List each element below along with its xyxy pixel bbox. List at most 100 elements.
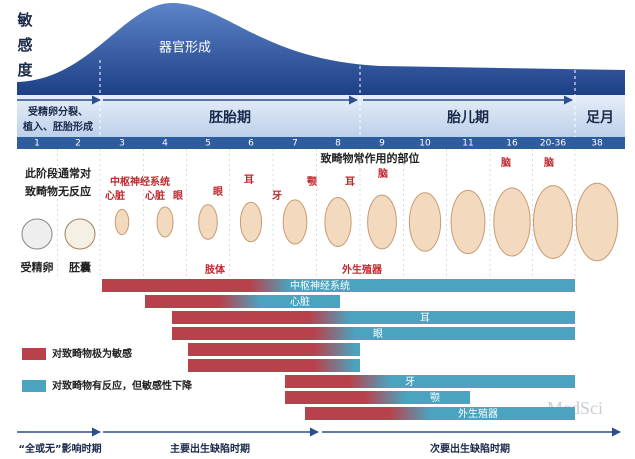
period-label: 胎儿期: [447, 109, 489, 126]
embryo: [408, 192, 442, 252]
embryo: [367, 194, 397, 250]
axis-label: 敏感度: [16, 11, 34, 87]
bar-label: 心脏: [290, 295, 310, 308]
period-bar-reduced: [405, 391, 470, 404]
embryo: [282, 199, 308, 245]
embryo: [324, 197, 352, 247]
period-bar-sensitive: [285, 375, 350, 388]
embryo: [450, 189, 486, 255]
period-bar-sensitive: [145, 295, 220, 308]
zygote: [21, 218, 53, 250]
site-label: 中枢神经系统: [110, 175, 170, 188]
week-label: 16: [506, 139, 518, 149]
period-bar-blend: [350, 375, 390, 388]
legend-swatch: [22, 380, 46, 392]
phase-label: “全或无”影响时期: [18, 442, 101, 455]
site-label: 眼: [213, 186, 223, 198]
week-label: 10: [419, 139, 431, 149]
period-bar-blend: [315, 359, 355, 372]
period-bar-sensitive: [172, 327, 315, 340]
week-label: 11: [462, 139, 473, 149]
phase-label: 次要出生缺陷时期: [430, 442, 510, 455]
embryo: [156, 206, 174, 238]
layout: 敏感度 器官形成 受精卵分裂、 植入、胚胎形成 胚胎期 胎儿期 足月 此阶段通常…: [16, 3, 625, 455]
bar-label: 中枢神经系统: [290, 279, 350, 292]
stage-label: 受精卵: [21, 260, 54, 274]
period-bar-reduced: [390, 375, 575, 388]
week-label: 3: [119, 139, 125, 149]
bar-label: 颚: [430, 392, 440, 404]
note: 此阶段通常对: [25, 166, 91, 180]
site-label: 牙: [272, 190, 282, 202]
period-bar-reduced: [355, 343, 360, 356]
period-bar-sensitive: [188, 343, 315, 356]
embryo: [114, 208, 130, 236]
period-bar-blend: [310, 311, 350, 324]
embryo: [575, 182, 619, 262]
sites-title: 致畸物常作用的部位: [321, 151, 420, 165]
period-bar-reduced: [260, 295, 340, 308]
phase-label: 主要出生缺陷时期: [170, 442, 250, 455]
week-label: 9: [379, 139, 385, 149]
legend-swatch: [22, 348, 46, 360]
blastocyst: [64, 218, 96, 250]
bar-label: 眼: [373, 328, 383, 340]
period-bar-blend: [365, 391, 405, 404]
period-bar-blend: [250, 279, 290, 292]
period-label: 植入、胚胎形成: [22, 120, 93, 133]
bar-label: 牙: [405, 376, 415, 388]
period-bar-reduced: [350, 311, 575, 324]
curve-label: 器官形成: [159, 40, 211, 56]
period-bar-reduced: [355, 359, 360, 372]
site-label: 脑: [501, 156, 511, 169]
site-label: 眼: [173, 190, 183, 202]
stage-label: 胚囊: [68, 260, 92, 274]
period-bar-blend: [315, 327, 355, 340]
period-label: 足月: [586, 110, 614, 126]
period-bar-sensitive: [305, 407, 390, 420]
embryo: [533, 185, 573, 259]
site-label: 脑: [544, 156, 554, 169]
bar-label: 外生殖器: [458, 407, 498, 420]
period-bar-sensitive: [188, 359, 315, 372]
embryo: [239, 201, 263, 243]
embryo: [493, 187, 531, 257]
site-label: 心脏: [145, 189, 165, 202]
week-label: 2: [75, 139, 81, 149]
period-bar-reduced: [355, 327, 575, 340]
period-bar-blend: [315, 343, 355, 356]
embryo: [198, 204, 218, 240]
period-bar-sensitive: [102, 279, 250, 292]
site-label: 耳: [244, 174, 254, 186]
period-bar-blend: [390, 407, 430, 420]
period-band: [17, 95, 625, 137]
week-label: 1: [34, 139, 40, 149]
week-label: 8: [335, 139, 341, 149]
period-bar-reduced: [290, 279, 575, 292]
legend-label: 对致畸物极为敏感: [52, 347, 132, 360]
week-band: [17, 137, 625, 149]
site-label: 外生殖器: [341, 263, 383, 276]
period-bar-blend: [220, 295, 260, 308]
week-label: 7: [292, 139, 298, 149]
site-label: 心脏: [105, 189, 125, 202]
site-label: 颚: [307, 176, 317, 188]
week-label: 5: [205, 139, 211, 149]
period-arrows: [17, 95, 621, 437]
week-label: 6: [248, 139, 254, 149]
period-bar-reduced: [430, 407, 575, 420]
bar-label: 耳: [420, 312, 430, 324]
site-label: 耳: [345, 176, 355, 188]
site-label: 脑: [378, 167, 388, 180]
period-bar-sensitive: [285, 391, 365, 404]
legend-label: 对致畸物有反应，但敏感性下降: [52, 379, 193, 392]
period-label: 受精卵分裂、: [28, 105, 88, 118]
site-label: 肢体: [204, 263, 226, 276]
bar-label: 腿: [361, 360, 371, 372]
sensitivity-curve: [17, 3, 625, 95]
week-label: 20-36: [540, 139, 566, 149]
period-label: 胚胎期: [209, 109, 251, 126]
week-label: 4: [162, 139, 168, 149]
period-bar-sensitive: [172, 311, 310, 324]
